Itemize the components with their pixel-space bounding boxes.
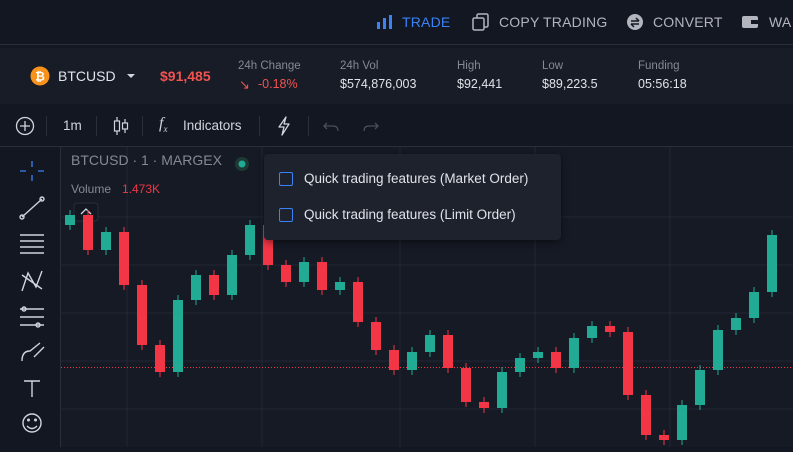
candle-body	[605, 326, 615, 332]
candle-body	[191, 275, 201, 300]
brush-tool[interactable]	[21, 342, 45, 362]
pattern-tool[interactable]	[21, 270, 43, 292]
candle-body	[299, 262, 309, 282]
trade-icon	[377, 15, 392, 29]
candle-body	[317, 262, 327, 290]
drawing-toolbar	[0, 147, 61, 447]
add-button[interactable]	[15, 116, 35, 136]
candle-body	[713, 330, 723, 370]
candle-body	[587, 326, 597, 338]
text-tool[interactable]	[24, 380, 40, 397]
volume-value: 1.473K	[122, 182, 160, 196]
candle-body	[425, 335, 435, 352]
candle-body	[119, 232, 129, 285]
candle-body	[209, 275, 219, 295]
collapse-icon	[80, 208, 92, 215]
stat-label: 24h Change	[238, 60, 301, 72]
candle-body	[515, 358, 525, 372]
copy-icon	[472, 13, 489, 31]
stat-label: 24h Vol	[340, 60, 379, 72]
candle-body	[155, 345, 165, 372]
status-dot	[238, 160, 246, 168]
candle-body	[731, 318, 741, 330]
fib-tool[interactable]	[20, 306, 44, 328]
candle-body	[227, 255, 237, 295]
candle-body	[677, 405, 687, 440]
chart-legend: BTCUSD · 1 · MARGEX	[71, 152, 223, 168]
candle-body	[767, 235, 777, 292]
candle-body	[623, 332, 633, 395]
stat-value: -0.18%	[258, 77, 298, 91]
stat-value: $574,876,003	[340, 77, 417, 91]
stat-value: $92,441	[457, 77, 503, 91]
checkbox[interactable]	[279, 172, 293, 186]
candle-body	[497, 372, 507, 408]
symbol[interactable]: BTCUSD	[58, 68, 116, 84]
stat-label: High	[457, 60, 481, 72]
candle-body	[407, 352, 417, 370]
btc-icon: ₿	[30, 66, 50, 86]
candle-body	[101, 232, 111, 250]
last-price: $91,485	[160, 68, 211, 84]
candle-body	[569, 338, 579, 368]
interval[interactable]: 1m	[63, 118, 82, 133]
candle-body	[551, 352, 561, 368]
checkbox[interactable]	[279, 208, 293, 222]
candle-body	[641, 395, 651, 435]
drawing-tools	[19, 161, 45, 433]
trendline-tool[interactable]	[19, 196, 45, 220]
candle-body	[659, 435, 669, 440]
volume-label: Volume	[71, 182, 111, 196]
svg-text:₿: ₿	[35, 70, 45, 84]
undo-redo[interactable]	[323, 118, 383, 134]
candle-body	[479, 402, 489, 408]
symbol-caret[interactable]	[126, 72, 136, 80]
top-nav: TRADE COPY TRADING CONVERT WA	[0, 0, 793, 45]
candle-body	[245, 225, 255, 255]
candle-body	[461, 368, 471, 402]
candle-body	[173, 300, 183, 372]
candle-body	[335, 282, 345, 290]
candle-body	[263, 225, 273, 265]
down-arrow: ↘	[239, 77, 250, 92]
chart-toolbar: 1m fx Indicators	[0, 106, 793, 147]
candle-body	[389, 350, 399, 370]
stat-value: $89,223.5	[542, 77, 598, 91]
candle-body	[371, 322, 381, 350]
wallet-icon	[742, 16, 758, 28]
nav-wallet[interactable]: WA	[769, 14, 792, 30]
nav-copy-trading[interactable]: COPY TRADING	[499, 14, 608, 30]
stat-value: 05:56:18	[638, 77, 687, 91]
candle-body	[695, 370, 705, 405]
lines-tool[interactable]	[20, 234, 44, 254]
menu-option[interactable]: Quick trading features (Market Order)	[304, 171, 529, 186]
ticker-bar: ₿ BTCUSD $91,485 24h Change ↘ -0.18% 24h…	[0, 48, 793, 104]
candle-type-icon[interactable]	[112, 115, 130, 137]
quick-trade-menu: Quick trading features (Market Order) Qu…	[264, 154, 561, 240]
crosshair-tool[interactable]	[20, 161, 44, 181]
nav-trade[interactable]: TRADE	[402, 14, 451, 30]
nav-convert[interactable]: CONVERT	[653, 14, 723, 30]
candle-body	[533, 352, 543, 358]
emoji-tool[interactable]	[22, 413, 42, 433]
candle-body	[137, 285, 147, 345]
candle-body	[65, 215, 75, 225]
candle-body	[353, 282, 363, 322]
menu-option[interactable]: Quick trading features (Limit Order)	[304, 207, 516, 222]
indicators-icon: fx	[159, 115, 168, 135]
indicators-button[interactable]: Indicators	[183, 118, 242, 133]
quick-trade-button[interactable]	[276, 115, 292, 137]
convert-icon	[627, 14, 643, 30]
candle-body	[281, 265, 291, 282]
candle-body	[443, 335, 453, 368]
candle-body	[83, 215, 93, 250]
candle-body	[749, 292, 759, 318]
stat-label: Low	[542, 60, 564, 72]
stat-label: Funding	[638, 60, 680, 72]
